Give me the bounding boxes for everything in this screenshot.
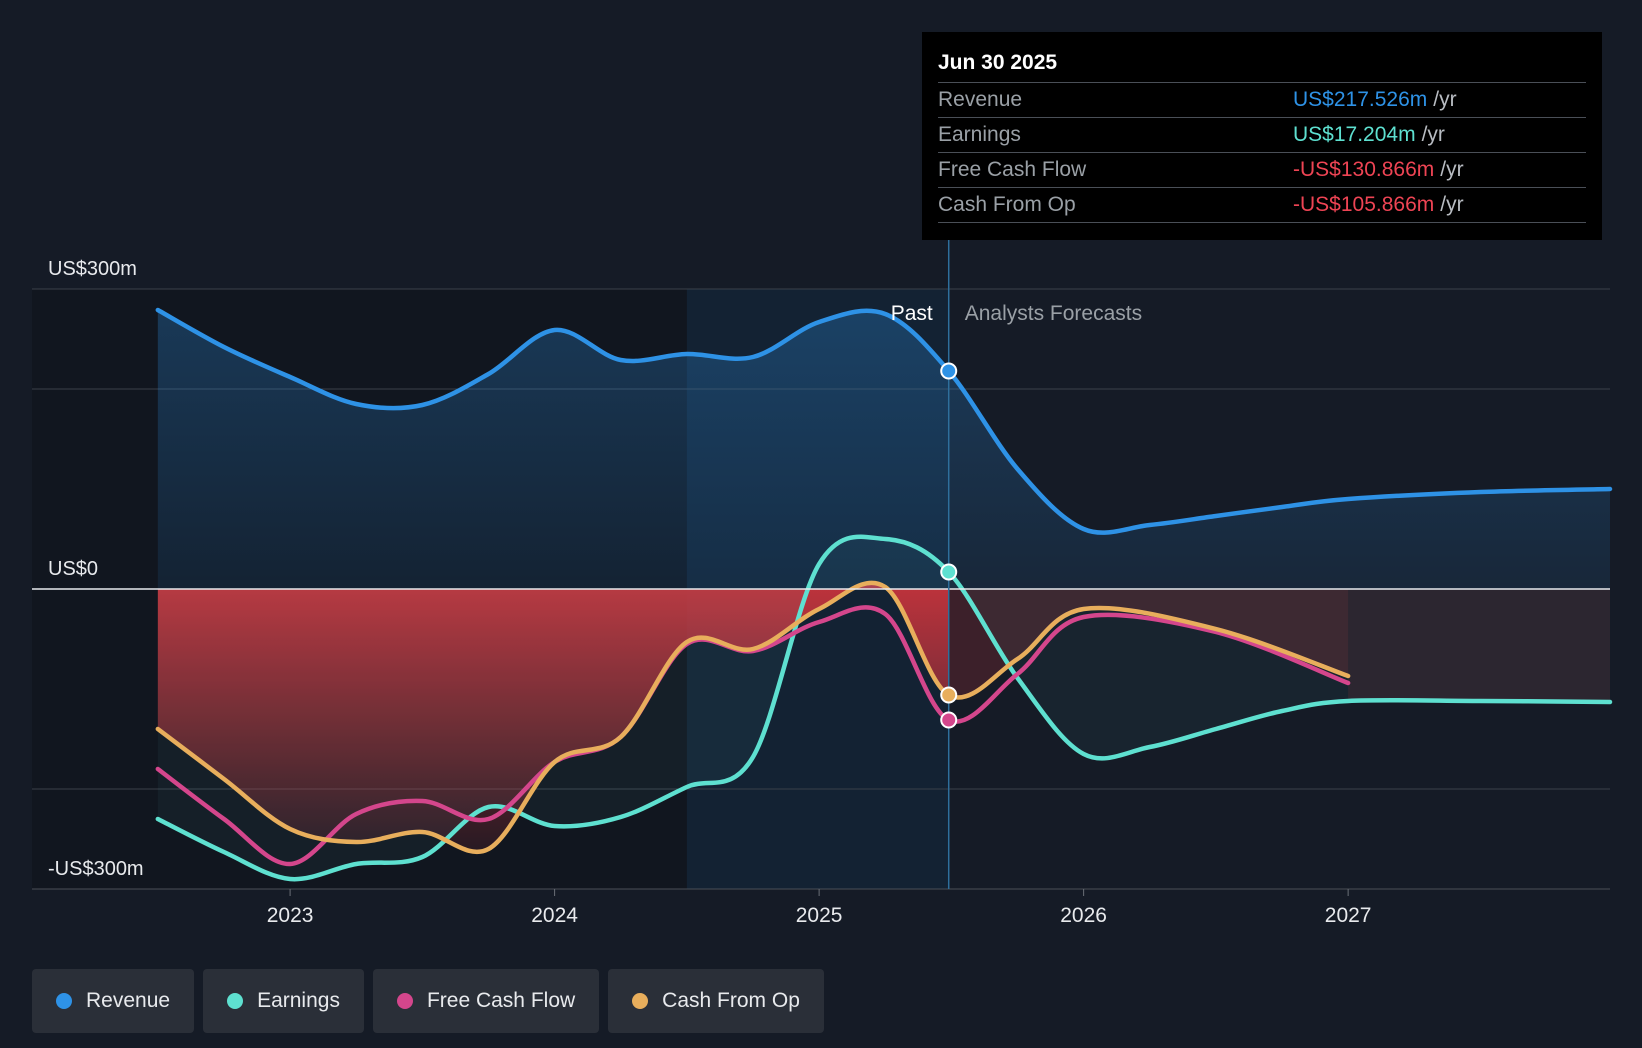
legend-label: Cash From Op (662, 989, 800, 1012)
cash-from-op-line (155, 580, 1351, 855)
y-tick-label: US$300m (48, 258, 137, 280)
tooltip-unit: /yr (1421, 123, 1445, 146)
tooltip-label: Free Cash Flow (938, 158, 1087, 181)
cash-from-op-area-forecast (948, 589, 1349, 698)
series-lines (155, 307, 1613, 882)
tooltip-unit: /yr (1440, 193, 1464, 216)
tooltip-value: US$217.526m (1293, 88, 1428, 111)
legend-dot-icon (56, 993, 72, 1009)
tooltip-unit: /yr (1433, 88, 1457, 111)
series-areas (157, 310, 1611, 880)
hover-markers (940, 362, 958, 729)
legend-item-cash-from-op[interactable]: Cash From Op (608, 969, 824, 1033)
legend: Revenue Earnings Free Cash Flow Cash Fro… (32, 969, 824, 1033)
legend-label: Earnings (257, 989, 340, 1012)
tooltip-label: Cash From Op (938, 193, 1076, 216)
x-axis-labels: 2023 2024 2025 2026 2027 (267, 889, 1372, 927)
tooltip-row-revenue: Revenue US$217.526m/yr (938, 83, 1586, 118)
negative-band-tail (1348, 589, 1610, 702)
legend-dot-icon (632, 993, 649, 1009)
tooltip-unit: /yr (1440, 158, 1464, 181)
legend-label: Free Cash Flow (426, 989, 576, 1012)
x-tick-label: 2025 (796, 904, 843, 927)
tooltip-value: -US$130.866m (1293, 158, 1435, 181)
legend-item-free-cash-flow[interactable]: Free Cash Flow (372, 969, 600, 1033)
tooltip-panel: Jun 30 2025 Revenue US$217.526m/yr Earni… (922, 32, 1602, 240)
revenue-area (157, 310, 1611, 589)
tooltip-label: Earnings (938, 123, 1021, 146)
x-tick-label: 2024 (531, 904, 578, 927)
x-tick-label: 2027 (1325, 904, 1372, 927)
x-tick-label: 2023 (267, 904, 314, 927)
revenue-line (155, 307, 1613, 535)
tooltip-row-earnings: Earnings US$17.204m/yr (938, 118, 1586, 153)
tooltip-date: Jun 30 2025 (938, 46, 1586, 83)
cash-from-op-marker (940, 686, 958, 704)
forecast-label: Analysts Forecasts (965, 302, 1142, 325)
tooltip-label: Revenue (938, 88, 1023, 111)
earnings-line (155, 534, 1613, 882)
free-cash-flow-marker (940, 711, 958, 729)
y-tick-label: US$0 (48, 558, 98, 580)
legend-item-earnings[interactable]: Earnings (203, 969, 364, 1033)
legend-dot-icon (227, 993, 244, 1009)
tooltip-value: US$17.204m (1293, 123, 1416, 146)
tooltip-row-cash-from-op: Cash From Op -US$105.866m/yr (938, 188, 1586, 223)
legend-item-revenue[interactable]: Revenue (32, 969, 195, 1033)
cash-from-op-area-past (157, 582, 949, 852)
tooltip-value: -US$105.866m (1293, 193, 1435, 216)
earnings-marker (940, 563, 958, 581)
x-tick-label: 2026 (1060, 904, 1107, 927)
legend-dot-icon (396, 993, 413, 1009)
y-tick-label: -US$300m (48, 858, 144, 880)
revenue-marker (940, 362, 958, 380)
y-axis-labels: US$300m US$0 -US$300m (48, 258, 144, 880)
legend-label: Revenue (86, 989, 171, 1012)
tooltip-row-free-cash-flow: Free Cash Flow -US$130.866m/yr (938, 153, 1586, 188)
past-label: Past (891, 302, 933, 325)
earnings-revenue-chart: US$300m US$0 -US$300m 2023 2024 2025 2026 2027… (32, 240, 1613, 927)
grid-lines (32, 288, 1610, 890)
